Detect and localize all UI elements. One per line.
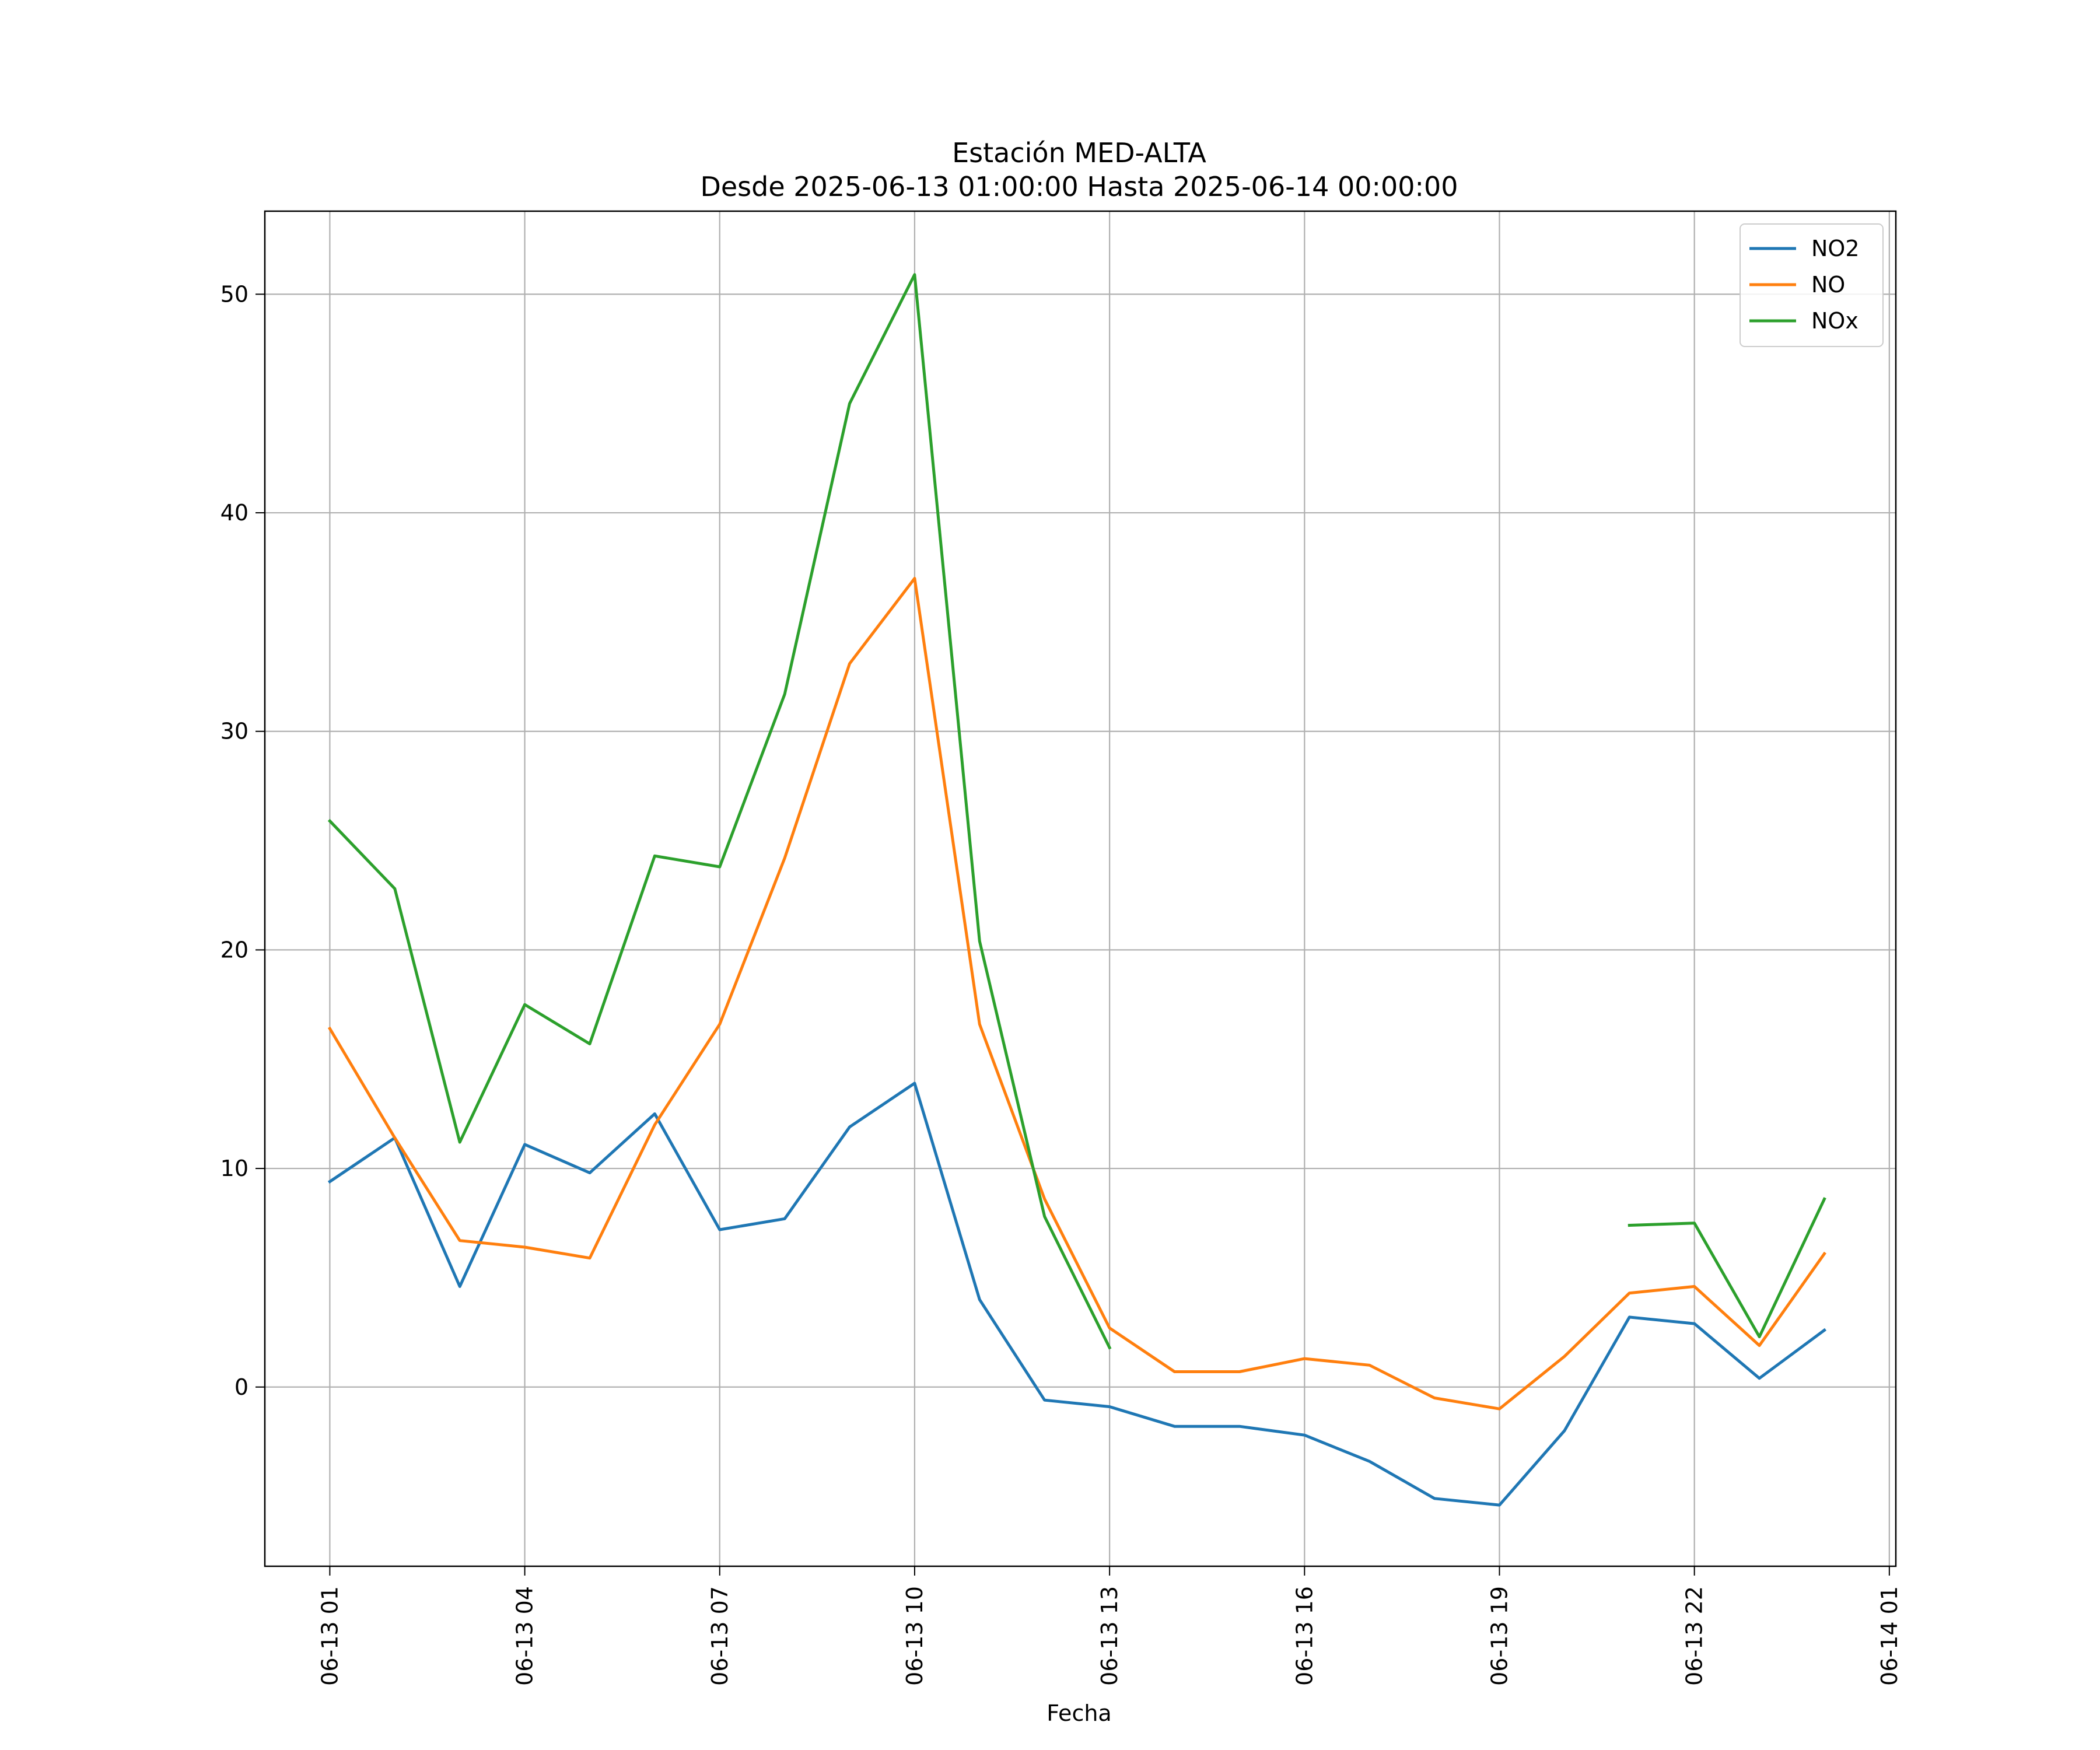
series-nox-line bbox=[327, 273, 1826, 1350]
legend-label-no2: NO2 bbox=[1811, 236, 1860, 261]
series-lines bbox=[327, 273, 1826, 1507]
tick-labels: 06-13 01 06-13 04 06-13 07 06-13 10 06-13 13… bbox=[220, 281, 1902, 1685]
series-segment bbox=[327, 273, 1112, 1350]
x-tick-label: 06-13 19 bbox=[1486, 1586, 1512, 1686]
x-tick-label: 06-13 04 bbox=[512, 1586, 538, 1686]
chart-title: Estación MED-ALTA bbox=[952, 137, 1206, 169]
series-no2-line bbox=[327, 1082, 1826, 1507]
y-tick-label: 40 bbox=[220, 500, 249, 526]
y-tick-label: 10 bbox=[220, 1156, 249, 1181]
x-tick-label: 06-14 01 bbox=[1877, 1586, 1902, 1686]
x-axis-label: Fecha bbox=[1046, 1700, 1111, 1726]
series-segment bbox=[1628, 1197, 1826, 1339]
y-tick-label: 0 bbox=[235, 1374, 249, 1400]
x-tick-label: 06-13 16 bbox=[1292, 1586, 1317, 1686]
x-tick-label: 06-13 01 bbox=[317, 1586, 342, 1686]
y-tick-label: 30 bbox=[220, 719, 249, 744]
series-no-line bbox=[327, 577, 1826, 1410]
axes bbox=[256, 210, 1897, 1576]
legend-label-nox: NOx bbox=[1811, 308, 1859, 334]
legend: NO2 NO NOx bbox=[1740, 223, 1884, 347]
y-tick-label: 50 bbox=[220, 281, 249, 307]
x-tick-label: 06-13 10 bbox=[902, 1586, 928, 1686]
legend-label-no: NO bbox=[1811, 272, 1845, 298]
x-tick-label: 06-13 22 bbox=[1682, 1586, 1707, 1686]
x-tick-label: 06-13 13 bbox=[1097, 1586, 1122, 1686]
plot-frame bbox=[264, 210, 1897, 1567]
legend-box bbox=[1740, 223, 1884, 347]
y-tick-label: 20 bbox=[220, 937, 249, 963]
x-tick-label: 06-13 07 bbox=[707, 1586, 733, 1686]
series-segment bbox=[327, 1082, 1826, 1507]
grid-lines bbox=[265, 211, 1896, 1566]
chart-subtitle: Desde 2025-06-13 01:00:00 Hasta 2025-06-… bbox=[700, 171, 1458, 202]
series-segment bbox=[327, 577, 1826, 1410]
